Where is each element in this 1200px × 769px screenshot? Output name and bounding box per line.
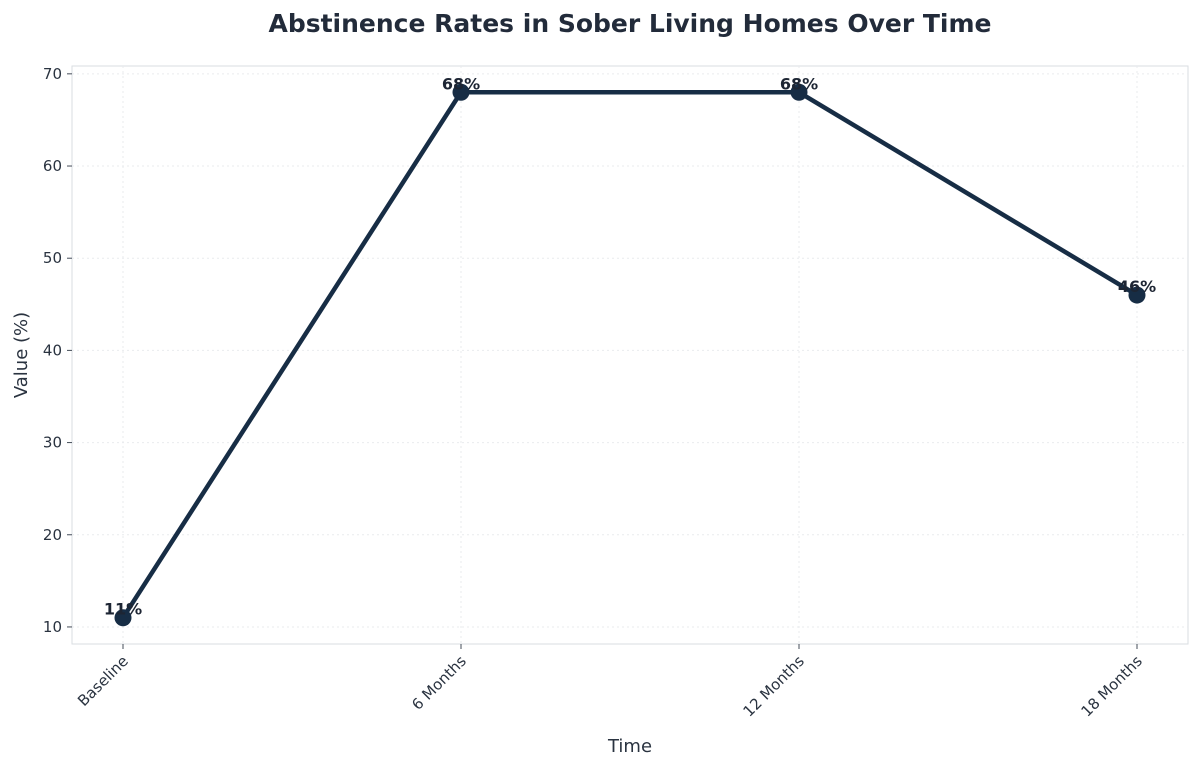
x-axis-label: Time [607,736,652,757]
y-tick-label: 20 [43,526,62,544]
y-tick-label: 70 [43,65,62,83]
data-point [452,83,470,101]
y-tick-label: 50 [43,249,62,267]
y-tick-label: 30 [43,434,62,452]
data-point [1128,286,1146,304]
data-label: 68% [780,74,818,93]
x-axis: Baseline 6 Months 12 Months 18 Months [74,644,1146,720]
chart-title: Abstinence Rates in Sober Living Homes O… [268,9,991,38]
x-tick-label: 18 Months [1077,652,1145,720]
data-label: 68% [442,74,480,93]
y-axis-label: Value (%) [11,312,32,398]
data-labels: 11% 68% 68% 46% [104,74,1156,618]
plot-area: 10 20 30 40 50 60 70 Baseline 6 Months 12 Months… [43,65,1189,720]
plot-frame [71,65,1189,645]
x-tick-label: Baseline [74,652,132,710]
data-label: 46% [1118,277,1156,296]
series-line [120,90,1140,620]
gridlines [72,66,1188,644]
y-tick-label: 60 [43,157,62,175]
y-axis: 10 20 30 40 50 60 70 [43,65,72,636]
series-group [114,83,1146,627]
y-tick-label: 10 [43,618,62,636]
data-point [790,83,808,101]
x-tick-label: 6 Months [408,652,470,714]
data-point [114,609,132,627]
y-tick-label: 40 [43,341,62,359]
data-label: 11% [104,600,142,619]
x-tick-label: 12 Months [739,652,807,720]
